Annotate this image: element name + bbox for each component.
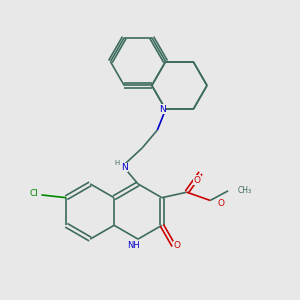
Text: CH₃: CH₃ <box>237 186 251 195</box>
Text: H: H <box>114 160 119 166</box>
Text: O: O <box>173 241 180 250</box>
Text: O: O <box>194 176 201 185</box>
Text: N: N <box>159 105 166 114</box>
Text: N: N <box>121 163 128 172</box>
Text: O: O <box>217 199 224 208</box>
Text: Cl: Cl <box>29 189 38 198</box>
Text: NH: NH <box>127 241 140 250</box>
